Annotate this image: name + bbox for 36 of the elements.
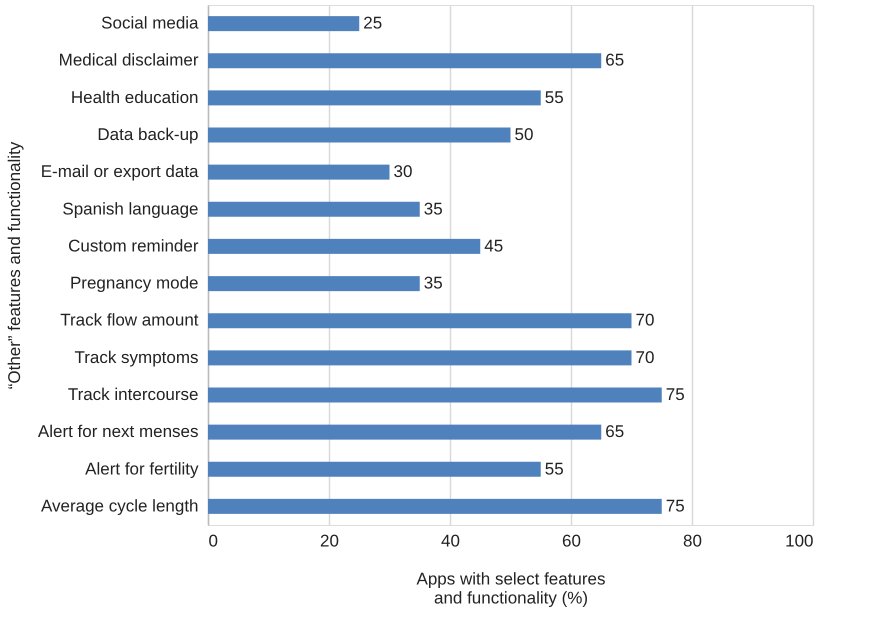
y-tick-label: Track flow amount	[60, 310, 199, 330]
data-label: 35	[424, 199, 443, 218]
data-label: 25	[363, 14, 382, 33]
data-label: 35	[424, 274, 443, 293]
data-label: 55	[544, 88, 564, 107]
y-tick-label: E-mail or export data	[40, 162, 200, 182]
y-tick-label: Average cycle length	[40, 496, 198, 516]
y-tick-label: Custom reminder	[68, 236, 199, 256]
data-label: 75	[666, 496, 685, 516]
x-tick-label: 40	[441, 532, 460, 550]
data-label: 45	[484, 236, 504, 256]
y-tick-label: Data back-up	[97, 125, 198, 144]
data-label: 50	[514, 125, 534, 144]
y-tick-label: Pregnancy mode	[70, 274, 198, 293]
y-tick-label: Track intercourse	[68, 385, 198, 404]
y-tick-label: Track symptoms	[74, 348, 198, 367]
y-tick-label: Alert for fertility	[85, 459, 199, 478]
x-tick-label: 20	[320, 532, 339, 550]
data-label: 55	[544, 459, 564, 478]
data-label: 65	[605, 50, 624, 70]
y-tick-label: Social media	[101, 14, 200, 33]
data-label: 70	[636, 310, 654, 330]
y-tick-label: Medical disclaimer	[58, 50, 199, 70]
y-axis-title: “Other” features and functionality	[4, 141, 24, 390]
x-tick-label: 100	[785, 532, 814, 550]
y-tick-label: Health education	[70, 88, 198, 107]
data-label: 65	[605, 422, 624, 442]
x-axis-title: Apps with select features and functionality (%)	[416, 570, 606, 608]
y-tick-label: Alert for next menses	[38, 422, 198, 442]
x-tick-label: 0	[208, 532, 218, 550]
data-label: 70	[636, 348, 654, 367]
y-tick-label: Spanish language	[62, 199, 198, 218]
x-tick-label: 80	[683, 532, 702, 550]
x-tick-label: 60	[562, 532, 581, 550]
data-label: 30	[394, 162, 412, 182]
data-label: 75	[666, 385, 685, 404]
